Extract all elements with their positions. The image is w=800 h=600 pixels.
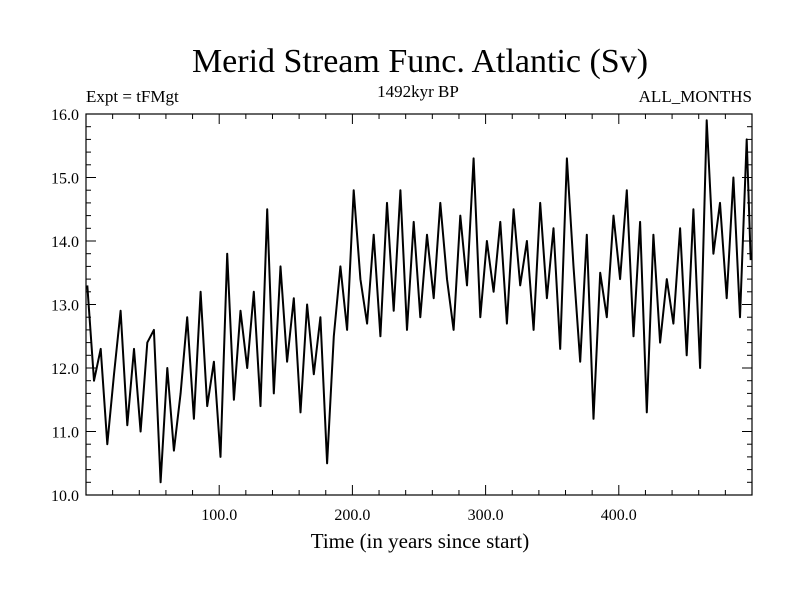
x-tick-label: 200.0 — [334, 507, 370, 524]
chart-title: Merid Stream Func. Atlantic (Sv) — [192, 43, 648, 80]
y-tick-label: 13.0 — [51, 298, 79, 315]
y-tick-label: 16.0 — [51, 107, 79, 124]
time-period-label: 1492kyr BP — [377, 82, 459, 101]
x-tick-label: 400.0 — [601, 507, 637, 524]
y-tick-label: 14.0 — [51, 234, 79, 251]
months-label: ALL_MONTHS — [639, 87, 752, 106]
y-tick-label: 12.0 — [51, 361, 79, 378]
x-tick-label: 100.0 — [201, 507, 237, 524]
experiment-label: Expt = tFMgt — [86, 87, 179, 106]
y-tick-label: 10.0 — [51, 488, 79, 505]
series-line — [86, 119, 752, 484]
y-tick-label: 15.0 — [51, 171, 79, 188]
x-axis-label: Time (in years since start) — [311, 529, 530, 553]
x-tick-label: 300.0 — [468, 507, 504, 524]
y-tick-label: 11.0 — [52, 425, 79, 442]
